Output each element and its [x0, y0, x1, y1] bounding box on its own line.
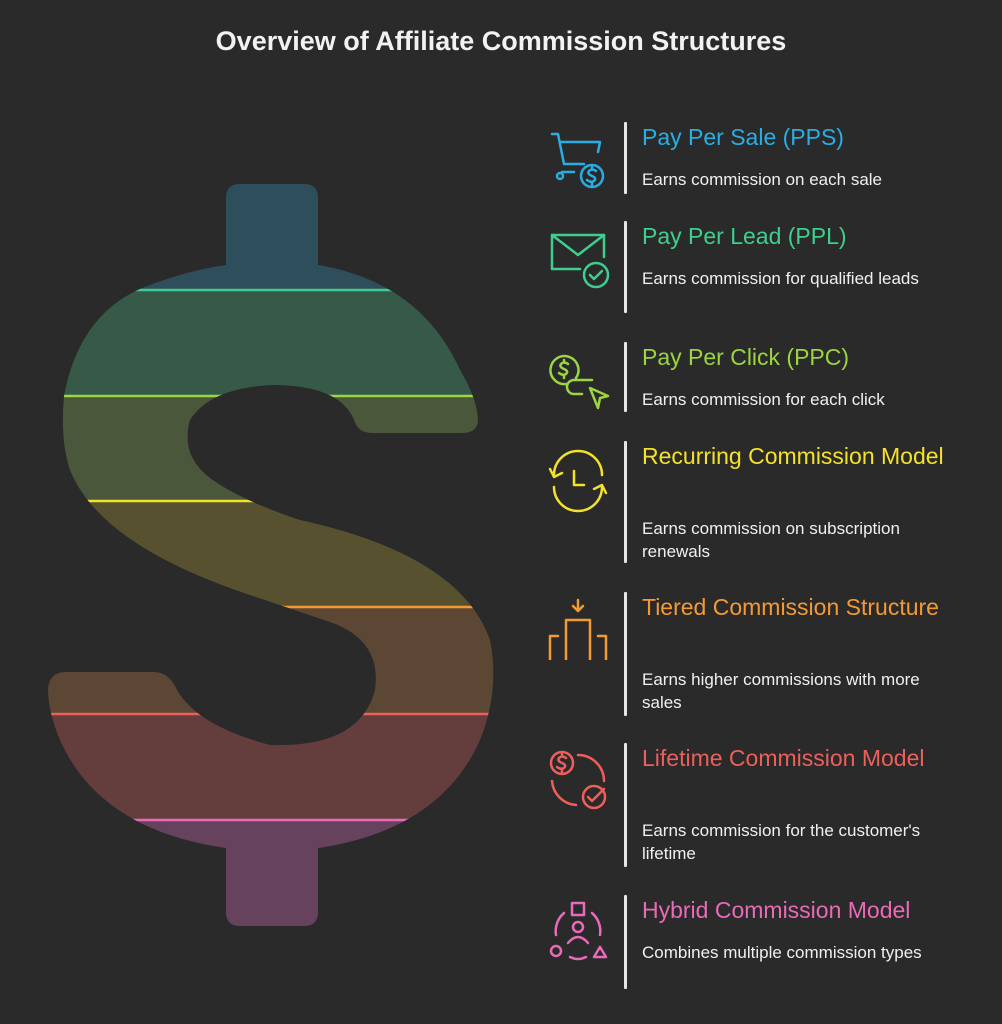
- item-heading: Tiered Commission Structure: [642, 594, 939, 620]
- item-description: Earns commission for qualified leads: [642, 269, 919, 288]
- item-heading: Pay Per Lead (PPL): [642, 223, 847, 249]
- lifetime-cycle-icon: [549, 750, 607, 810]
- divider-bar: [624, 743, 627, 867]
- item-description: Earns commission for each click: [642, 390, 885, 409]
- divider-bar: [624, 895, 627, 989]
- dollar-sign-graphic: [46, 182, 495, 928]
- item-heading: Recurring Commission Model: [642, 443, 944, 469]
- divider-bar: [624, 342, 627, 412]
- hybrid-shapes-icon: [549, 901, 608, 961]
- item-heading: Lifetime Commission Model: [642, 745, 925, 771]
- page-title: Overview of Affiliate Commission Structu…: [215, 26, 787, 56]
- recurring-clock-icon: [548, 449, 608, 513]
- item-description: Earns commission for the customer's life…: [642, 821, 921, 863]
- envelope-check-icon: [550, 233, 610, 289]
- cart-dollar-icon: [550, 132, 605, 189]
- divider-bar: [624, 221, 627, 313]
- divider-bar: [624, 122, 627, 194]
- dollar-bands: [48, 184, 494, 926]
- item-description: Earns commission on each sale: [642, 170, 883, 189]
- divider-bar: [624, 441, 627, 563]
- item-heading: Pay Per Sale (PPS): [642, 124, 844, 150]
- tiers-icon: [548, 598, 608, 660]
- item-heading: Pay Per Click (PPC): [642, 344, 850, 370]
- item-description: Earns higher commissions with more sales: [642, 670, 920, 712]
- divider-bar: [624, 592, 627, 716]
- dollar-click-icon: [549, 354, 610, 410]
- item-description: Combines multiple commission types: [642, 943, 922, 962]
- item-description: Earns commission on subscription renewal…: [642, 519, 900, 561]
- item-heading: Hybrid Commission Model: [642, 897, 911, 923]
